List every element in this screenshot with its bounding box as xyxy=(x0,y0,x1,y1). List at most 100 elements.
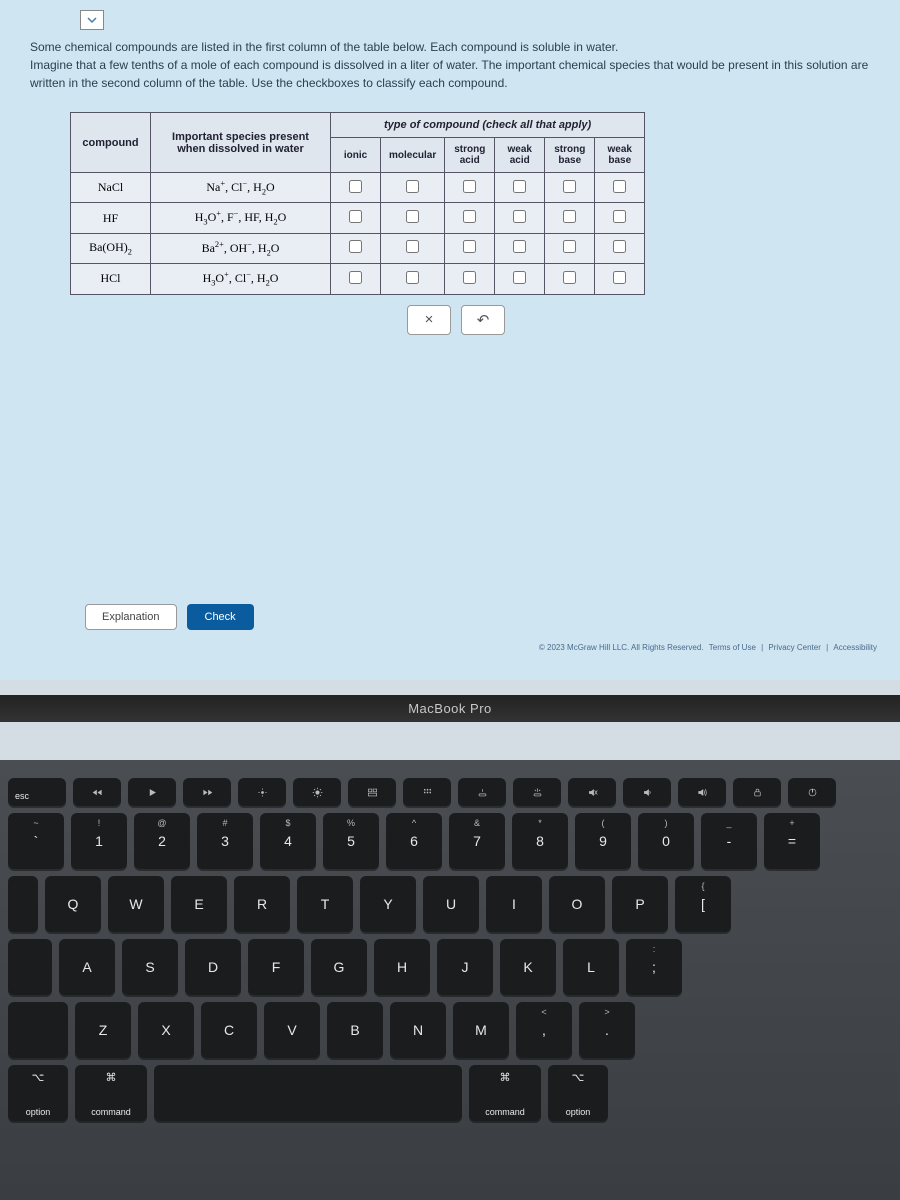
terms-link[interactable]: Terms of Use xyxy=(709,643,756,652)
key-power[interactable] xyxy=(788,778,836,806)
collapse-toggle[interactable] xyxy=(80,10,104,30)
cb-nacl-ionic[interactable] xyxy=(349,180,362,193)
key-command-l[interactable]: ⌘ command xyxy=(75,1065,147,1121)
accessibility-link[interactable]: Accessibility xyxy=(833,643,877,652)
cb-nacl-strong-acid[interactable] xyxy=(463,180,476,193)
cb-baoh2-ionic[interactable] xyxy=(349,240,362,253)
key-n[interactable]: N xyxy=(390,1002,446,1058)
cb-hcl-ionic[interactable] xyxy=(349,271,362,284)
key-mission[interactable] xyxy=(348,778,396,806)
cb-hcl-strong-acid[interactable] xyxy=(463,271,476,284)
explanation-button[interactable]: Explanation xyxy=(85,604,177,630)
cb-hf-weak-base[interactable] xyxy=(613,210,626,223)
key-2[interactable]: @2 xyxy=(134,813,190,869)
key-u[interactable]: U xyxy=(423,876,479,932)
key-d[interactable]: D xyxy=(185,939,241,995)
key-8[interactable]: *8 xyxy=(512,813,568,869)
key-0[interactable]: )0 xyxy=(638,813,694,869)
key-c[interactable]: C xyxy=(201,1002,257,1058)
key-v[interactable]: V xyxy=(264,1002,320,1058)
cb-hf-weak-acid[interactable] xyxy=(513,210,526,223)
cb-hcl-weak-acid[interactable] xyxy=(513,271,526,284)
cb-nacl-weak-acid[interactable] xyxy=(513,180,526,193)
key-launchpad[interactable] xyxy=(403,778,451,806)
key-semicolon[interactable]: :; xyxy=(626,939,682,995)
key-3[interactable]: #3 xyxy=(197,813,253,869)
check-button[interactable]: Check xyxy=(187,604,254,630)
key-option-l[interactable]: ⌥ option xyxy=(8,1065,68,1121)
key-bracket-l[interactable]: {[ xyxy=(675,876,731,932)
privacy-link[interactable]: Privacy Center xyxy=(768,643,820,652)
key-1[interactable]: !1 xyxy=(71,813,127,869)
key-e[interactable]: E xyxy=(171,876,227,932)
key-bright[interactable] xyxy=(293,778,341,806)
key-t[interactable]: T xyxy=(297,876,353,932)
key-b[interactable]: B xyxy=(327,1002,383,1058)
key-space[interactable] xyxy=(154,1065,462,1121)
key-period[interactable]: >. xyxy=(579,1002,635,1058)
key-f[interactable]: F xyxy=(248,939,304,995)
key-equals[interactable]: += xyxy=(764,813,820,869)
key-kb-dim[interactable] xyxy=(458,778,506,806)
cb-hf-strong-acid[interactable] xyxy=(463,210,476,223)
cb-hf-strong-base[interactable] xyxy=(563,210,576,223)
cb-hcl-strong-base[interactable] xyxy=(563,271,576,284)
key-k[interactable]: K xyxy=(500,939,556,995)
key-p[interactable]: P xyxy=(612,876,668,932)
key-s[interactable]: S xyxy=(122,939,178,995)
key-vol-up[interactable] xyxy=(678,778,726,806)
key-h[interactable]: H xyxy=(374,939,430,995)
key-command-r[interactable]: ⌘ command xyxy=(469,1065,541,1121)
key-ffwd[interactable] xyxy=(183,778,231,806)
key-option-r[interactable]: ⌥ option xyxy=(548,1065,608,1121)
key-r[interactable]: R xyxy=(234,876,290,932)
cb-baoh2-molecular[interactable] xyxy=(406,240,419,253)
key-vol-down[interactable] xyxy=(623,778,671,806)
key-shift-l-partial[interactable] xyxy=(8,1002,68,1058)
close-icon: × xyxy=(425,311,434,328)
key-m[interactable]: M xyxy=(453,1002,509,1058)
key-mute[interactable] xyxy=(568,778,616,806)
cb-nacl-molecular[interactable] xyxy=(406,180,419,193)
key-rewind[interactable] xyxy=(73,778,121,806)
key-5[interactable]: %5 xyxy=(323,813,379,869)
cb-hf-molecular[interactable] xyxy=(406,210,419,223)
reset-button[interactable]: × xyxy=(407,305,451,335)
cb-baoh2-weak-base[interactable] xyxy=(613,240,626,253)
key-i[interactable]: I xyxy=(486,876,542,932)
undo-icon: ↶ xyxy=(477,311,490,329)
key-esc[interactable]: esc xyxy=(8,778,66,806)
key-a[interactable]: A xyxy=(59,939,115,995)
key-y[interactable]: Y xyxy=(360,876,416,932)
key-play[interactable] xyxy=(128,778,176,806)
key-kb-bright[interactable] xyxy=(513,778,561,806)
key-x[interactable]: X xyxy=(138,1002,194,1058)
cb-hcl-molecular[interactable] xyxy=(406,271,419,284)
key-7[interactable]: &7 xyxy=(449,813,505,869)
key-comma[interactable]: <, xyxy=(516,1002,572,1058)
undo-button[interactable]: ↶ xyxy=(461,305,505,335)
key-g[interactable]: G xyxy=(311,939,367,995)
key-dim[interactable] xyxy=(238,778,286,806)
key-z[interactable]: Z xyxy=(75,1002,131,1058)
cb-hf-ionic[interactable] xyxy=(349,210,362,223)
key-o[interactable]: O xyxy=(549,876,605,932)
cb-nacl-strong-base[interactable] xyxy=(563,180,576,193)
cb-hcl-weak-base[interactable] xyxy=(613,271,626,284)
key-tilde[interactable]: ~` xyxy=(8,813,64,869)
key-l[interactable]: L xyxy=(563,939,619,995)
key-6[interactable]: ^6 xyxy=(386,813,442,869)
key-q[interactable]: Q xyxy=(45,876,101,932)
key-9[interactable]: (9 xyxy=(575,813,631,869)
key-4[interactable]: $4 xyxy=(260,813,316,869)
cb-baoh2-weak-acid[interactable] xyxy=(513,240,526,253)
key-j[interactable]: J xyxy=(437,939,493,995)
cb-baoh2-strong-acid[interactable] xyxy=(463,240,476,253)
key-caps-partial[interactable] xyxy=(8,939,52,995)
key-minus[interactable]: _- xyxy=(701,813,757,869)
key-tab-partial[interactable] xyxy=(8,876,38,932)
key-w[interactable]: W xyxy=(108,876,164,932)
cb-nacl-weak-base[interactable] xyxy=(613,180,626,193)
key-lock[interactable] xyxy=(733,778,781,806)
cb-baoh2-strong-base[interactable] xyxy=(563,240,576,253)
